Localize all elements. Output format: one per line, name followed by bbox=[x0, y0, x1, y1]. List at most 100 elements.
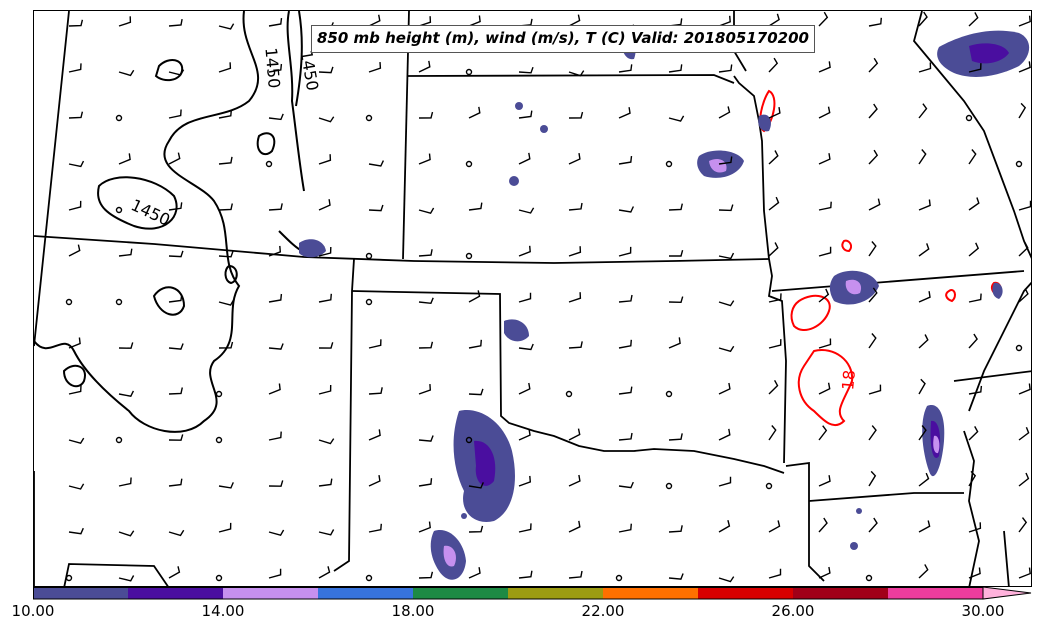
wind-barb bbox=[768, 57, 779, 73]
wind-barb bbox=[818, 246, 832, 257]
wind-barb bbox=[618, 156, 633, 165]
wind-barb bbox=[718, 428, 731, 441]
wind-barb bbox=[918, 291, 931, 303]
wind-barb bbox=[318, 293, 332, 303]
wind-barb bbox=[368, 62, 382, 73]
height-contour-label: 1450 bbox=[261, 47, 283, 89]
calm-wind-marker bbox=[115, 298, 123, 306]
wind-barb bbox=[218, 482, 234, 489]
wind-barb bbox=[868, 425, 877, 441]
wind-barb bbox=[318, 529, 335, 536]
contour-labels: 1450 1450 1450 18 bbox=[128, 47, 859, 391]
calm-wind-marker bbox=[615, 574, 623, 582]
wind-barb bbox=[518, 570, 533, 579]
wind-barb bbox=[168, 202, 183, 211]
wind-barb bbox=[68, 385, 82, 395]
calm-wind-marker bbox=[65, 298, 73, 306]
wind-barb bbox=[68, 483, 85, 490]
wind-barb bbox=[468, 388, 484, 396]
wind-barb bbox=[168, 250, 184, 258]
wind-barb bbox=[918, 564, 929, 579]
wind-barb bbox=[118, 69, 135, 77]
wind-barb bbox=[968, 426, 979, 441]
wind-barb bbox=[368, 14, 381, 27]
wind-barb bbox=[568, 14, 581, 27]
wind-barb bbox=[218, 23, 235, 30]
wind-barb bbox=[318, 566, 331, 579]
calm-wind-marker bbox=[565, 390, 573, 398]
wind-barb bbox=[918, 103, 928, 119]
wind-barb bbox=[918, 378, 926, 395]
wind-barb bbox=[268, 63, 283, 73]
calm-wind-marker bbox=[465, 436, 473, 444]
wind-barb bbox=[118, 248, 133, 257]
wind-barb bbox=[918, 62, 932, 73]
wind-barb bbox=[168, 566, 181, 579]
wind-barb bbox=[968, 149, 977, 165]
wind-barb bbox=[718, 64, 733, 73]
wind-barb bbox=[868, 17, 882, 27]
wind-barb bbox=[868, 470, 877, 487]
calm-wind-marker bbox=[215, 390, 223, 398]
wind-barb bbox=[868, 287, 878, 303]
calm-wind-marker bbox=[365, 252, 373, 260]
calm-wind-marker bbox=[865, 574, 873, 582]
wind-barb bbox=[68, 527, 84, 535]
wind-barb bbox=[268, 529, 285, 537]
map-panel: 1450 1450 1450 18 850 mb height (m), win… bbox=[33, 10, 1032, 587]
wind-barb bbox=[418, 153, 431, 165]
temperature-contour-label: 18 bbox=[838, 369, 859, 391]
wind-barb bbox=[468, 482, 484, 489]
wind-barb bbox=[568, 428, 581, 441]
wind-barb bbox=[868, 241, 877, 257]
wind-barb bbox=[768, 520, 781, 533]
calm-wind-marker bbox=[665, 160, 673, 168]
wind-barb bbox=[818, 106, 831, 119]
wind-barb bbox=[468, 525, 484, 533]
wind-barb bbox=[118, 575, 135, 582]
wind-barb bbox=[168, 343, 184, 350]
colorbar-tick-label: 26.00 bbox=[771, 602, 815, 620]
wind-barb bbox=[418, 341, 434, 349]
wind-barb bbox=[618, 432, 633, 441]
wind-barb bbox=[518, 343, 534, 351]
wind-barb bbox=[668, 296, 684, 304]
wind-barb bbox=[718, 156, 733, 165]
wind-barb bbox=[368, 339, 382, 349]
wind-barb bbox=[168, 529, 185, 537]
wind-barb bbox=[518, 66, 534, 74]
wind-barb bbox=[618, 523, 632, 533]
wind-barb bbox=[418, 249, 433, 257]
wind-barb bbox=[918, 243, 930, 257]
wind-barb bbox=[68, 19, 84, 27]
wind-barb bbox=[668, 203, 683, 211]
wind-barb bbox=[1018, 102, 1027, 119]
colorbar-outline bbox=[33, 587, 984, 600]
wind-barb bbox=[68, 337, 81, 349]
calm-wind-marker bbox=[365, 114, 373, 122]
wind-barb bbox=[568, 202, 583, 211]
calm-wind-marker bbox=[965, 114, 973, 122]
wind-barb bbox=[718, 382, 731, 395]
wind-barb bbox=[618, 294, 633, 303]
wind-barb bbox=[968, 567, 981, 579]
wind-barb bbox=[918, 334, 929, 349]
wind-barb bbox=[168, 434, 184, 441]
precipitation-shading bbox=[299, 30, 1030, 580]
wind-barb bbox=[718, 204, 734, 212]
wind-barb bbox=[318, 116, 335, 123]
wind-barb bbox=[118, 16, 132, 27]
wind-barb bbox=[568, 292, 582, 303]
wind-barb bbox=[768, 568, 782, 579]
wind-barb bbox=[968, 63, 982, 73]
wind-barb bbox=[318, 66, 334, 74]
wind-barb bbox=[468, 202, 483, 211]
wind-barb bbox=[68, 160, 85, 168]
wind-barb bbox=[68, 200, 82, 211]
wind-barb bbox=[418, 297, 434, 305]
wind-barb bbox=[518, 207, 535, 214]
wind-barb bbox=[668, 433, 683, 441]
wind-barb bbox=[718, 15, 731, 27]
wind-barb bbox=[418, 384, 432, 395]
wind-barb bbox=[768, 242, 779, 257]
